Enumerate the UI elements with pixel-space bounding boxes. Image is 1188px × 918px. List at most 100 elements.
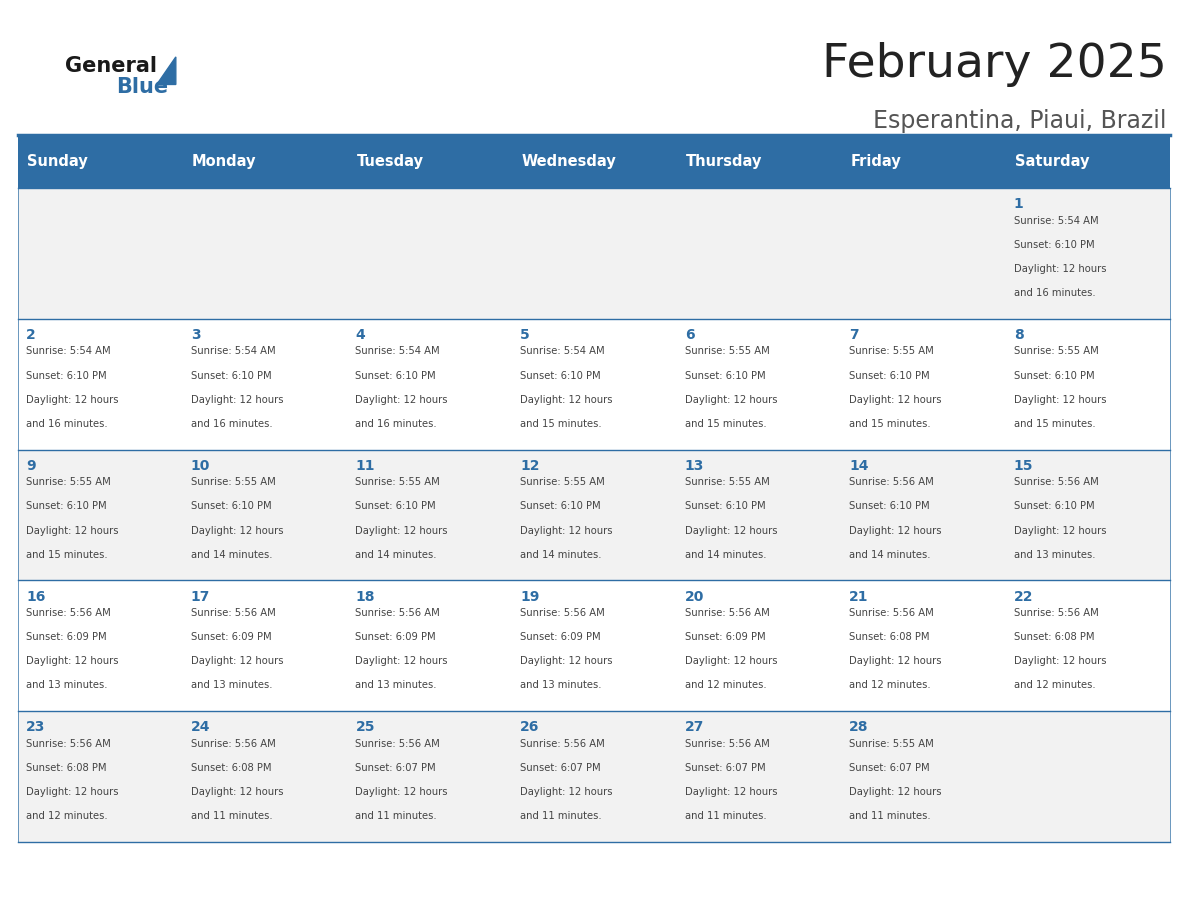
Text: 16: 16 — [26, 589, 45, 603]
Text: Sunrise: 5:54 AM: Sunrise: 5:54 AM — [26, 346, 110, 356]
Text: Sunset: 6:07 PM: Sunset: 6:07 PM — [520, 763, 601, 773]
Text: Friday: Friday — [851, 154, 902, 169]
Text: Daylight: 12 hours: Daylight: 12 hours — [26, 525, 119, 535]
Text: Sunrise: 5:55 AM: Sunrise: 5:55 AM — [520, 477, 605, 487]
Text: and 14 minutes.: and 14 minutes. — [191, 550, 272, 560]
Text: and 13 minutes.: and 13 minutes. — [191, 680, 272, 690]
Text: 11: 11 — [355, 459, 375, 473]
Text: Daylight: 12 hours: Daylight: 12 hours — [355, 525, 448, 535]
Text: 21: 21 — [849, 589, 868, 603]
Text: Daylight: 12 hours: Daylight: 12 hours — [1013, 395, 1106, 405]
Text: Sunrise: 5:55 AM: Sunrise: 5:55 AM — [849, 739, 934, 748]
Text: February 2025: February 2025 — [822, 41, 1167, 87]
Bar — [676, 135, 841, 188]
Text: Sunrise: 5:56 AM: Sunrise: 5:56 AM — [684, 608, 770, 618]
Text: Daylight: 12 hours: Daylight: 12 hours — [520, 787, 613, 797]
Bar — [18, 580, 1170, 711]
Text: 20: 20 — [684, 589, 704, 603]
Text: Sunrise: 5:56 AM: Sunrise: 5:56 AM — [26, 739, 110, 748]
Text: Daylight: 12 hours: Daylight: 12 hours — [355, 395, 448, 405]
Bar — [18, 135, 183, 188]
Text: Sunset: 6:10 PM: Sunset: 6:10 PM — [1013, 501, 1094, 511]
Text: 6: 6 — [684, 328, 694, 342]
Text: Sunrise: 5:55 AM: Sunrise: 5:55 AM — [355, 477, 440, 487]
Text: and 13 minutes.: and 13 minutes. — [26, 680, 108, 690]
Text: 26: 26 — [520, 721, 539, 734]
Text: and 14 minutes.: and 14 minutes. — [684, 550, 766, 560]
Text: Sunset: 6:08 PM: Sunset: 6:08 PM — [1013, 633, 1094, 642]
Text: Sunrise: 5:56 AM: Sunrise: 5:56 AM — [191, 739, 276, 748]
Text: Daylight: 12 hours: Daylight: 12 hours — [684, 525, 777, 535]
Text: 12: 12 — [520, 459, 539, 473]
Text: and 16 minutes.: and 16 minutes. — [191, 419, 272, 429]
Text: Sunset: 6:10 PM: Sunset: 6:10 PM — [191, 501, 271, 511]
Text: Monday: Monday — [192, 154, 257, 169]
Bar — [1005, 135, 1170, 188]
Text: and 12 minutes.: and 12 minutes. — [849, 680, 931, 690]
Text: Sunrise: 5:56 AM: Sunrise: 5:56 AM — [849, 608, 934, 618]
Text: and 12 minutes.: and 12 minutes. — [684, 680, 766, 690]
Text: 22: 22 — [1013, 589, 1034, 603]
Text: Daylight: 12 hours: Daylight: 12 hours — [355, 656, 448, 666]
Text: Sunrise: 5:55 AM: Sunrise: 5:55 AM — [26, 477, 110, 487]
Text: Esperantina, Piaui, Brazil: Esperantina, Piaui, Brazil — [873, 109, 1167, 133]
Text: Sunrise: 5:56 AM: Sunrise: 5:56 AM — [520, 739, 605, 748]
Text: Sunrise: 5:56 AM: Sunrise: 5:56 AM — [26, 608, 110, 618]
Text: and 16 minutes.: and 16 minutes. — [26, 419, 108, 429]
Text: 23: 23 — [26, 721, 45, 734]
Text: Sunset: 6:10 PM: Sunset: 6:10 PM — [849, 371, 930, 381]
Bar — [18, 711, 1170, 842]
Text: and 15 minutes.: and 15 minutes. — [1013, 419, 1095, 429]
Text: Sunset: 6:07 PM: Sunset: 6:07 PM — [849, 763, 930, 773]
Text: Sunrise: 5:55 AM: Sunrise: 5:55 AM — [684, 346, 770, 356]
Text: Sunset: 6:10 PM: Sunset: 6:10 PM — [684, 501, 765, 511]
Text: Sunset: 6:10 PM: Sunset: 6:10 PM — [26, 371, 107, 381]
Text: Sunset: 6:09 PM: Sunset: 6:09 PM — [191, 633, 271, 642]
Text: Sunrise: 5:56 AM: Sunrise: 5:56 AM — [191, 608, 276, 618]
Bar — [347, 135, 512, 188]
Text: Sunset: 6:10 PM: Sunset: 6:10 PM — [191, 371, 271, 381]
Text: Daylight: 12 hours: Daylight: 12 hours — [849, 656, 942, 666]
Text: Tuesday: Tuesday — [356, 154, 424, 169]
Text: Daylight: 12 hours: Daylight: 12 hours — [191, 656, 283, 666]
Text: Sunset: 6:08 PM: Sunset: 6:08 PM — [26, 763, 107, 773]
Bar — [183, 135, 347, 188]
Text: Daylight: 12 hours: Daylight: 12 hours — [849, 787, 942, 797]
Text: 1: 1 — [1013, 197, 1024, 211]
Text: Sunrise: 5:56 AM: Sunrise: 5:56 AM — [849, 477, 934, 487]
Text: 13: 13 — [684, 459, 704, 473]
Text: Daylight: 12 hours: Daylight: 12 hours — [520, 656, 613, 666]
Text: Sunset: 6:10 PM: Sunset: 6:10 PM — [1013, 371, 1094, 381]
Text: 4: 4 — [355, 328, 365, 342]
Text: Sunset: 6:10 PM: Sunset: 6:10 PM — [520, 371, 601, 381]
Text: and 12 minutes.: and 12 minutes. — [26, 812, 108, 822]
Text: Sunset: 6:08 PM: Sunset: 6:08 PM — [849, 633, 930, 642]
Text: Sunset: 6:08 PM: Sunset: 6:08 PM — [191, 763, 271, 773]
Text: Sunset: 6:10 PM: Sunset: 6:10 PM — [1013, 240, 1094, 250]
Text: Daylight: 12 hours: Daylight: 12 hours — [1013, 264, 1106, 274]
Text: Daylight: 12 hours: Daylight: 12 hours — [1013, 656, 1106, 666]
Text: and 15 minutes.: and 15 minutes. — [26, 550, 108, 560]
Text: and 15 minutes.: and 15 minutes. — [520, 419, 601, 429]
Text: Sunset: 6:10 PM: Sunset: 6:10 PM — [849, 501, 930, 511]
Text: Sunset: 6:10 PM: Sunset: 6:10 PM — [355, 371, 436, 381]
Text: Sunset: 6:10 PM: Sunset: 6:10 PM — [684, 371, 765, 381]
Text: Daylight: 12 hours: Daylight: 12 hours — [684, 787, 777, 797]
Text: 19: 19 — [520, 589, 539, 603]
Bar — [18, 319, 1170, 450]
Text: and 11 minutes.: and 11 minutes. — [520, 812, 601, 822]
Text: 25: 25 — [355, 721, 375, 734]
Text: Saturday: Saturday — [1015, 154, 1089, 169]
Text: 24: 24 — [191, 721, 210, 734]
Text: and 11 minutes.: and 11 minutes. — [849, 812, 931, 822]
Text: Sunrise: 5:55 AM: Sunrise: 5:55 AM — [1013, 346, 1099, 356]
Text: 14: 14 — [849, 459, 868, 473]
Text: and 13 minutes.: and 13 minutes. — [520, 680, 601, 690]
Text: Daylight: 12 hours: Daylight: 12 hours — [26, 656, 119, 666]
Text: Daylight: 12 hours: Daylight: 12 hours — [520, 525, 613, 535]
Text: 8: 8 — [1013, 328, 1024, 342]
Text: Sunrise: 5:54 AM: Sunrise: 5:54 AM — [355, 346, 440, 356]
Text: and 12 minutes.: and 12 minutes. — [1013, 680, 1095, 690]
Text: and 13 minutes.: and 13 minutes. — [355, 680, 437, 690]
Text: Sunrise: 5:55 AM: Sunrise: 5:55 AM — [684, 477, 770, 487]
